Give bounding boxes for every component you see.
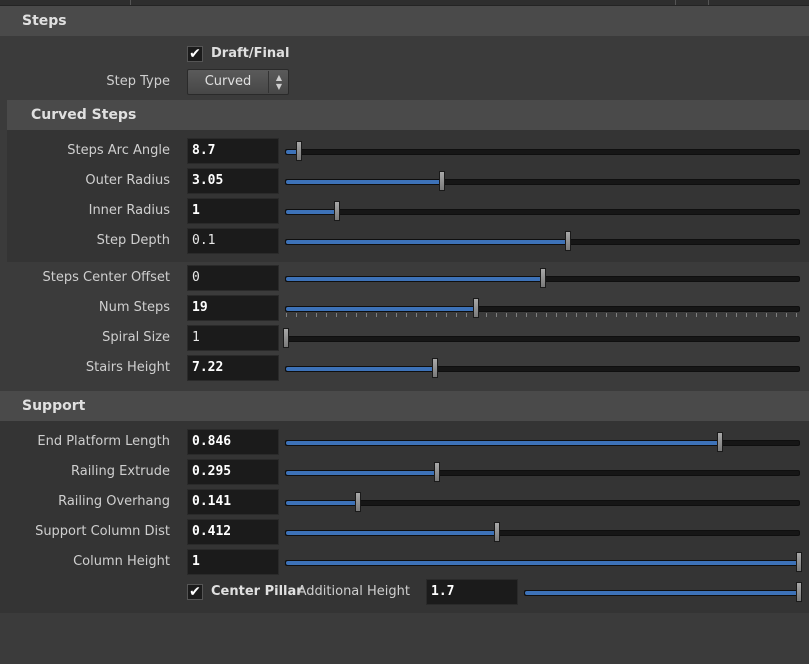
slider-fill [286,501,358,505]
top-strip [0,0,809,6]
column-height-field[interactable]: 1 [187,549,279,575]
section-title: Steps [22,13,67,29]
slider-fill [286,561,799,565]
slider-fill [286,307,476,311]
outer-radius-slider[interactable] [285,171,800,191]
support-block [0,421,809,613]
checkmark-icon: ✔ [189,46,201,62]
section-title: Support [22,398,86,414]
slider-fill [286,441,720,445]
slider-fill [525,591,799,595]
slider-handle[interactable] [494,522,500,542]
slider-ticks [286,313,799,317]
slider-handle[interactable] [796,582,802,602]
slider-fill [286,471,437,475]
section-header-curved-steps[interactable]: Curved Steps [7,100,809,130]
draft-final-label: Draft/Final [211,46,290,61]
railing-overhang-field[interactable]: 0.141 [187,489,279,515]
slider-handle[interactable] [296,141,302,161]
steps-arc-angle-slider[interactable] [285,141,800,161]
stairs-height-field[interactable]: 7.22 [187,355,279,381]
additional-height-label: Additional Height [297,584,410,599]
slider-handle[interactable] [473,298,479,318]
strip-divider [675,0,676,5]
step-type-value: Curved [204,74,252,89]
slider-handle[interactable] [717,432,723,452]
slider-fill [286,277,543,281]
section-header-support[interactable]: Support [0,391,809,421]
steps-center-offset-field[interactable]: 0 [187,265,279,291]
railing-extrude-field[interactable]: 0.295 [187,459,279,485]
column-height-label: Column Height [73,554,170,569]
inner-radius-slider[interactable] [285,201,800,221]
end-platform-length-field[interactable]: 0.846 [187,429,279,455]
inner-radius-field[interactable]: 1 [187,198,279,224]
additional-height-field[interactable]: 1.7 [426,579,518,605]
steps-center-offset-label: Steps Center Offset [42,270,170,285]
center-pillar-label: Center Pillar [211,584,303,599]
slider-handle[interactable] [283,328,289,348]
end-platform-length-label: End Platform Length [37,434,170,449]
slider-handle[interactable] [432,358,438,378]
num-steps-label: Num Steps [98,300,170,315]
steps-center-offset-slider[interactable] [285,268,800,288]
spiral-size-field[interactable]: 1 [187,325,279,351]
slider-handle[interactable] [334,201,340,221]
support-column-dist-slider[interactable] [285,522,800,542]
num-steps-slider[interactable] [285,298,800,318]
steps-arc-angle-label: Steps Arc Angle [67,143,170,158]
spiral-size-slider[interactable] [283,328,800,348]
slider-fill [286,180,442,184]
slider-fill [286,531,497,535]
strip-divider [708,0,709,5]
select-arrows-icon: ▲ ▼ [268,71,289,93]
slider-handle[interactable] [796,552,802,572]
slider-fill [286,367,435,371]
railing-extrude-label: Railing Extrude [70,464,170,479]
steps-arc-angle-field[interactable]: 8.7 [187,138,279,164]
step-type-label: Step Type [106,74,170,89]
slider-handle[interactable] [434,462,440,482]
center-pillar-checkbox[interactable]: ✔ [187,584,203,600]
end-platform-length-slider[interactable] [285,432,800,452]
column-height-slider[interactable] [285,552,802,572]
slider-fill [286,240,568,244]
step-depth-label: Step Depth [96,233,170,248]
num-steps-field[interactable]: 19 [187,295,279,321]
outer-radius-field[interactable]: 3.05 [187,168,279,194]
draft-final-checkbox[interactable]: ✔ [187,46,203,62]
railing-overhang-label: Railing Overhang [58,494,170,509]
section-title: Curved Steps [31,107,137,123]
inner-radius-label: Inner Radius [88,203,170,218]
section-header-steps[interactable]: Steps [0,6,809,36]
checkmark-icon: ✔ [189,584,201,600]
spiral-size-label: Spiral Size [102,330,170,345]
stairs-height-label: Stairs Height [85,360,170,375]
slider-fill [286,150,299,154]
slider-handle[interactable] [540,268,546,288]
railing-overhang-slider[interactable] [285,492,800,512]
railing-extrude-slider[interactable] [285,462,800,482]
slider-handle[interactable] [565,231,571,251]
slider-handle[interactable] [439,171,445,191]
stairs-height-slider[interactable] [285,358,800,378]
outer-radius-label: Outer Radius [85,173,170,188]
slider-handle[interactable] [355,492,361,512]
step-type-select[interactable]: Curved ▲ ▼ [187,69,289,95]
step-depth-field[interactable]: 0.1 [187,228,279,254]
support-column-dist-field[interactable]: 0.412 [187,519,279,545]
support-column-dist-label: Support Column Dist [35,524,170,539]
step-depth-slider[interactable] [285,231,800,251]
slider-fill [286,210,337,214]
strip-divider [130,0,131,5]
additional-height-slider[interactable] [524,582,802,602]
